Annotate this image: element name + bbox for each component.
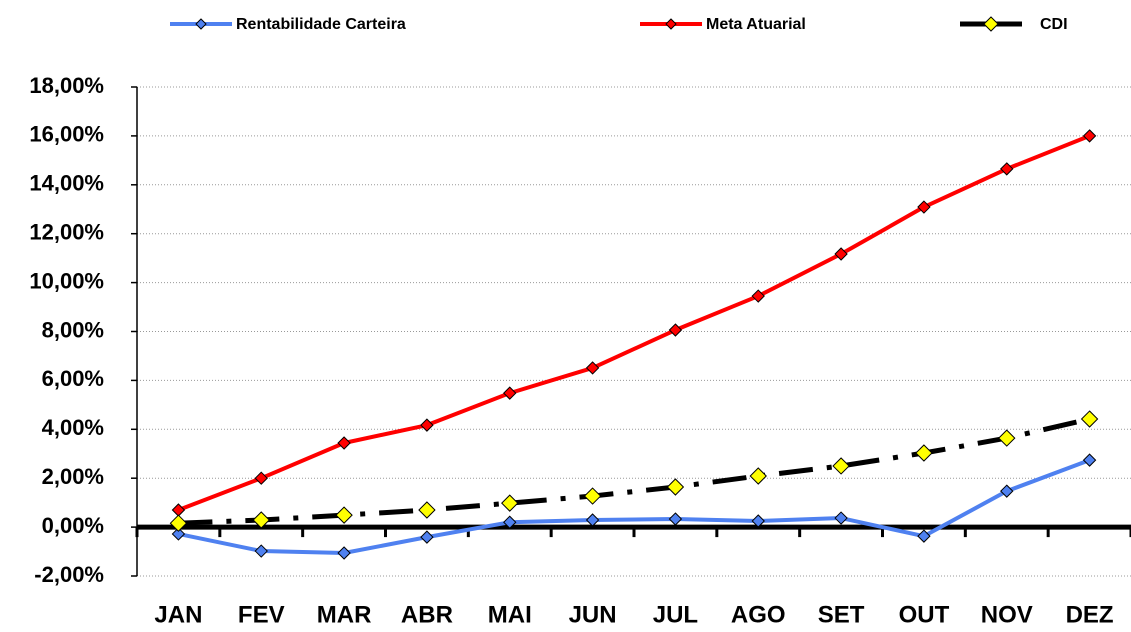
marker bbox=[252, 511, 270, 529]
marker bbox=[420, 530, 434, 544]
marker bbox=[171, 527, 186, 541]
marker bbox=[254, 471, 268, 485]
y-tick-label: 16,00% bbox=[29, 122, 104, 147]
marker bbox=[254, 544, 268, 558]
y-tick-label: 0,00% bbox=[42, 513, 104, 538]
marker bbox=[917, 529, 931, 543]
marker bbox=[834, 247, 848, 261]
x-tick-label: JUN bbox=[569, 601, 617, 628]
y-tick-label: 14,00% bbox=[29, 171, 104, 196]
x-tick-label: OUT bbox=[899, 601, 950, 628]
marker bbox=[1000, 162, 1014, 176]
y-tick-label: 6,00% bbox=[42, 366, 104, 391]
marker bbox=[171, 503, 186, 517]
marker bbox=[998, 429, 1016, 447]
marker bbox=[337, 436, 351, 450]
marker bbox=[1080, 410, 1099, 428]
series-line bbox=[177, 134, 1091, 512]
series-line bbox=[178, 416, 1091, 526]
y-tick-label: 2,00% bbox=[42, 464, 104, 489]
marker bbox=[749, 467, 767, 485]
marker bbox=[751, 289, 765, 303]
x-tick-label: FEV bbox=[238, 601, 285, 628]
marker bbox=[751, 514, 765, 528]
marker bbox=[834, 511, 848, 525]
legend-label: Rentabilidade Carteira bbox=[236, 16, 406, 33]
y-tick-label: 18,00% bbox=[29, 73, 104, 98]
marker bbox=[1000, 484, 1014, 498]
x-tick-label: MAR bbox=[317, 601, 372, 628]
x-tick-label: NOV bbox=[981, 601, 1033, 628]
x-tick-label: JUL bbox=[653, 601, 698, 628]
x-tick-label: AGO bbox=[731, 601, 786, 628]
marker bbox=[418, 501, 436, 519]
marker bbox=[503, 515, 517, 529]
marker bbox=[1082, 129, 1097, 143]
marker bbox=[335, 506, 353, 524]
y-tick-label: -2,00% bbox=[34, 562, 104, 587]
x-tick-label: SET bbox=[818, 601, 865, 628]
legend-marker bbox=[983, 16, 999, 32]
legend-marker bbox=[195, 18, 207, 30]
marker bbox=[169, 514, 188, 532]
marker bbox=[501, 494, 519, 512]
x-tick-label: MAI bbox=[488, 601, 532, 628]
marker bbox=[420, 418, 434, 432]
x-tick-label: DEZ bbox=[1066, 601, 1114, 628]
marker bbox=[666, 478, 685, 496]
legend-label: CDI bbox=[1040, 16, 1068, 33]
y-tick-label: 4,00% bbox=[42, 415, 104, 440]
marker bbox=[668, 512, 683, 526]
marker bbox=[1082, 453, 1097, 467]
x-tick-label: ABR bbox=[401, 601, 453, 628]
marker bbox=[337, 546, 351, 560]
marker bbox=[915, 444, 933, 462]
y-tick-label: 12,00% bbox=[29, 220, 104, 245]
marker bbox=[917, 200, 931, 214]
legend-label: Meta Atuarial bbox=[706, 16, 806, 33]
x-tick-label: JAN bbox=[154, 601, 202, 628]
marker bbox=[503, 386, 517, 400]
y-tick-label: 8,00% bbox=[42, 317, 104, 342]
marker bbox=[585, 361, 600, 375]
marker bbox=[832, 457, 850, 475]
marker bbox=[585, 513, 600, 527]
y-tick-label: 10,00% bbox=[29, 268, 104, 293]
series-line bbox=[178, 458, 1091, 556]
marker bbox=[668, 323, 683, 337]
marker bbox=[583, 487, 602, 505]
legend-marker bbox=[665, 18, 677, 30]
